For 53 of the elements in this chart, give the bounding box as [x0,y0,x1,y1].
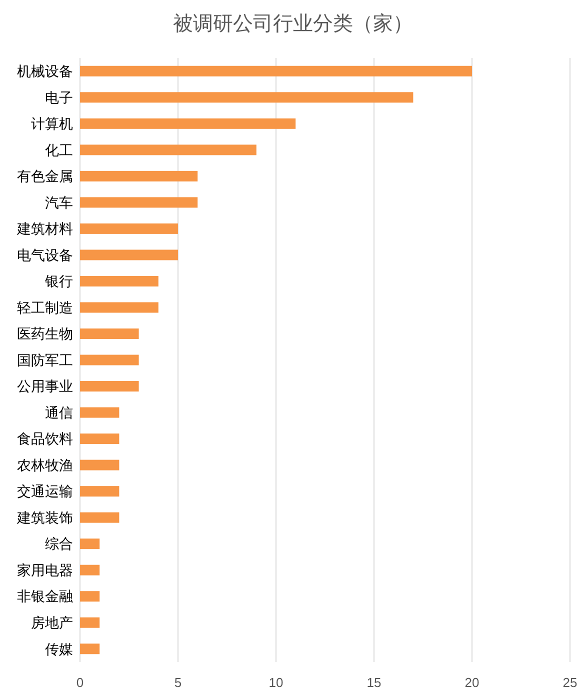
y-tick-label: 银行 [44,273,73,290]
y-tick-label: 交通运输 [17,483,73,500]
bar [80,197,198,208]
bar [80,591,100,602]
bar [80,144,256,156]
chart-title: 被调研公司行业分类（家） [173,13,413,35]
bar [80,512,120,523]
bar [80,250,178,260]
y-tick-label: 房地产 [31,614,73,631]
bar [80,354,139,366]
x-tick-label: 5 [174,675,182,690]
x-tick-label: 0 [76,675,84,690]
bar [80,276,158,286]
bar [80,381,139,392]
y-tick-label: 建筑装饰 [16,509,73,526]
x-tick-label: 10 [268,675,284,690]
y-tick-label: 通信 [45,404,73,420]
y-tick-label: 机械设备 [17,63,73,80]
y-tick-label: 医药生物 [17,326,73,342]
y-tick-label: 传媒 [45,640,73,657]
bar [80,434,120,444]
x-tick-label: 25 [562,675,578,690]
bar [80,223,178,234]
bar [80,644,100,654]
y-tick-label: 化工 [45,142,73,158]
y-tick-label: 食品饮料 [17,430,73,447]
y-tick-label: 电子 [45,89,73,106]
bar [80,617,100,628]
bar [80,486,120,497]
y-tick-label: 公用事业 [17,378,73,394]
bar [80,407,120,418]
y-tick-label: 轻工制造 [17,299,73,316]
bar [80,302,158,313]
x-tick-label: 20 [464,675,480,690]
y-tick-label: 建筑材料 [16,220,73,237]
y-tick-label: 农林牧渔 [17,456,73,473]
bar [80,538,100,550]
bar [80,66,472,76]
y-tick-label: 电气设备 [17,246,73,263]
y-tick-label: 计算机 [31,116,73,132]
bar [80,92,414,103]
x-tick-label: 15 [366,675,382,690]
bar [80,460,120,470]
bar [80,328,139,339]
y-tick-label: 汽车 [45,194,73,210]
y-tick-label: 家用电器 [17,562,73,578]
bar [80,170,198,182]
y-tick-label: 综合 [45,536,73,552]
y-tick-label: 国防军工 [17,352,73,368]
y-tick-label: 有色金属 [17,168,73,184]
bar [80,564,100,576]
y-tick-label: 非银金融 [17,588,73,604]
bar [80,118,296,129]
